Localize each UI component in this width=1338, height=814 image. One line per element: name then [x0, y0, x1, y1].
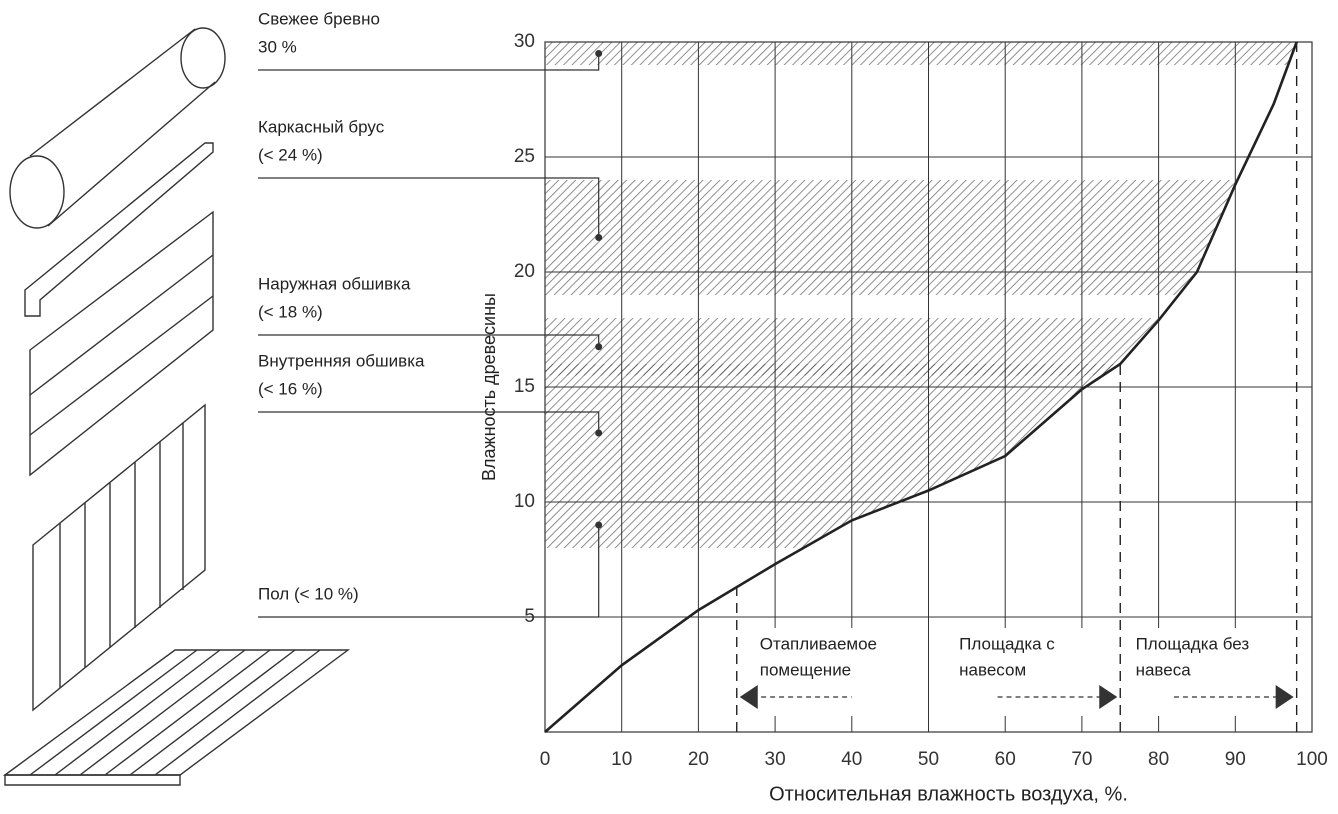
connector	[258, 334, 600, 347]
band-label: (< 18 %)	[258, 302, 323, 321]
illustration	[2, 27, 351, 786]
zone-label: Площадка без	[1136, 634, 1250, 653]
y-tick-label: 30	[514, 31, 535, 52]
y-tick-label: 15	[514, 376, 535, 397]
y-tick-label: 20	[514, 261, 535, 282]
zone-label: Площадка с	[959, 634, 1055, 653]
curve	[544, 41, 1298, 733]
x-tick-label: 80	[1148, 749, 1169, 770]
band	[545, 180, 1297, 295]
label-bg	[953, 628, 1092, 716]
band-label: Пол (< 10 %)	[258, 584, 359, 603]
connector	[258, 411, 600, 433]
zone-arrow-head	[1275, 685, 1294, 709]
band-label: Внутренняя обшивка	[258, 351, 425, 370]
zone-label: Отапливаемое	[760, 634, 877, 653]
plot-border	[544, 41, 1313, 733]
zone-label: помещение	[760, 660, 851, 679]
band-label: (< 24 %)	[258, 145, 323, 164]
band-label: Наружная обшивка	[258, 274, 411, 293]
connector-dot	[595, 343, 603, 351]
y-axis-title: Влажность древесины	[479, 293, 499, 481]
x-tick-label: 30	[765, 749, 786, 770]
x-tick-label: 90	[1225, 749, 1246, 770]
connector-dot	[595, 50, 603, 57]
label-bg	[1129, 628, 1268, 716]
x-axis-title: Относительная влажность воздуха, %.	[769, 783, 1128, 805]
zone-label: навеса	[1136, 660, 1192, 679]
y-tick-label: 10	[514, 491, 535, 512]
label-bg	[753, 628, 892, 716]
connector-dot	[595, 429, 603, 437]
x-tick-label: 50	[918, 749, 939, 770]
x-tick-label: 100	[1296, 749, 1328, 770]
x-tick-label: 40	[841, 749, 862, 770]
connector-dot	[595, 234, 603, 241]
zone-arrow-head	[1099, 685, 1118, 709]
x-tick-label: 20	[688, 749, 709, 770]
zone-label: навесом	[959, 660, 1026, 679]
x-tick-label: 60	[995, 749, 1016, 770]
band-label: (< 16 %)	[258, 379, 323, 398]
x-tick-label: 10	[611, 749, 632, 770]
x-tick-label: 70	[1071, 749, 1092, 770]
connector-dot	[595, 521, 603, 529]
band	[545, 42, 1297, 65]
band-label: Каркасный брус	[258, 117, 385, 136]
band-label: 30 %	[258, 37, 297, 56]
y-tick-label: 5	[524, 606, 535, 627]
zone-arrow-head	[739, 685, 758, 709]
band-label: Свежее бревно	[258, 9, 380, 28]
x-tick-label: 0	[540, 749, 551, 770]
connector	[258, 53, 600, 71]
y-tick-label: 25	[514, 146, 535, 167]
connector	[258, 177, 600, 238]
